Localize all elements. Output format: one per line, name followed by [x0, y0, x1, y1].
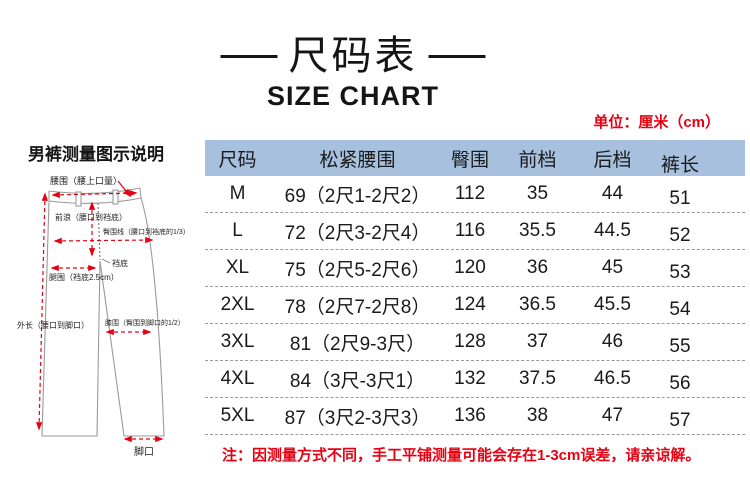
- title-chinese: 尺码表: [288, 34, 418, 78]
- table-cell: 128: [454, 331, 486, 352]
- table-row: 5XL 87（3尺2-3尺3） 136 38 47 57: [205, 398, 745, 435]
- thigh-label: 腿围（裆底2.5cm）: [49, 272, 119, 282]
- table-cell: 5XL: [220, 405, 255, 426]
- table-row: 3XL 81（2尺9-3尺） 128 37 46 55: [205, 324, 745, 361]
- diagram-labels: 腰围（腰上口量） 前浪（腰口到裆底） 臀围线（腰口到裆底的1/3） 裆底 腿围（…: [17, 176, 190, 458]
- table-cell: 44: [601, 183, 624, 204]
- table-cell: 55: [669, 336, 691, 357]
- table-cell: 75（2尺5-2尺6）: [284, 259, 431, 281]
- table-cell: 46.5: [594, 368, 631, 389]
- page-title: 尺码表: [220, 34, 486, 78]
- column-header-length: 裤长: [660, 154, 699, 176]
- column-header-front-rise: 前档: [518, 149, 557, 171]
- table-cell: XL: [225, 257, 250, 278]
- table-cell: 69（2尺1-2尺2）: [284, 185, 431, 207]
- title-left-line: [220, 54, 278, 58]
- measurement-note: 注：因测量方式不同，手工平铺测量可能会存在1-3cm误差，请亲谅解。: [222, 447, 701, 464]
- table-cell: 3XL: [220, 331, 255, 352]
- hip-line-label: 臀围线（腰口到裆底的1/3）: [103, 227, 190, 236]
- title-english: SIZE CHART: [267, 81, 439, 111]
- table-cell: 72（2尺3-2尺4）: [284, 222, 431, 244]
- knee-label: 膝围（臀围到脚口的1/2）: [105, 318, 185, 327]
- measurement-guide-panel: 男裤测量图示说明: [12, 140, 210, 464]
- table-cell: 37: [526, 331, 549, 352]
- table-cell: 47: [601, 405, 624, 426]
- crotch-label: 裆底: [112, 258, 128, 268]
- table-row: 4XL 84（3尺-3尺1） 132 37.5 46.5 56: [205, 361, 745, 398]
- table-cell: 81（2尺9-3尺）: [289, 333, 426, 355]
- table-cell: 46: [601, 331, 624, 352]
- table-cell: 35.5: [519, 220, 556, 241]
- pants-outline: [41, 187, 165, 437]
- table-cell: 84（3尺-3尺1）: [289, 370, 426, 392]
- table-header-row: 尺码 松紧腰围 臀围 前档 后档 裤长: [205, 140, 745, 176]
- size-table-panel: 单位：厘米（cm） 尺码 松紧腰围 臀围 前档 后档 裤长 M 69（2尺1-2尺…: [205, 110, 745, 465]
- table-cell: 45: [601, 257, 624, 278]
- column-header-waist: 松紧腰围: [319, 149, 396, 171]
- table-body: M 69（2尺1-2尺2） 112 35 44 51 L 72（2尺3-2尺4） 116 35.5…: [205, 176, 745, 435]
- title-right-line: [428, 54, 486, 58]
- table-cell: 38: [526, 405, 549, 426]
- table-cell: M: [229, 183, 246, 204]
- leg-opening-label: 脚口: [134, 445, 154, 458]
- table-cell: L: [232, 220, 243, 241]
- table-row: M 69（2尺1-2尺2） 112 35 44 51: [205, 176, 745, 213]
- column-header-size: 尺码: [218, 149, 257, 171]
- belt-loop: [112, 189, 119, 205]
- diagram-title: 男裤测量图示说明: [28, 145, 164, 164]
- table-cell: 44.5: [594, 220, 631, 241]
- pants-measurement-diagram: 腰围（腰上口量） 前浪（腰口到裆底） 臀围线（腰口到裆底的1/3） 裆底 腿围（…: [17, 176, 190, 458]
- page-title-block: 尺码表 SIZE CHART: [220, 34, 486, 112]
- table-cell: 136: [454, 405, 486, 426]
- table-cell: 56: [669, 373, 691, 394]
- table-cell: 120: [454, 257, 486, 278]
- table-cell: 54: [669, 299, 691, 320]
- table-row: 2XL 78（2尺7-2尺8） 124 36.5 45.5 54: [205, 287, 745, 324]
- front-rise-label: 前浪（腰口到裆底）: [55, 212, 127, 222]
- table-cell: 52: [669, 225, 691, 246]
- column-header-hip: 臀围: [450, 149, 489, 171]
- table-cell: 116: [454, 220, 486, 241]
- table-cell: 35: [526, 183, 549, 204]
- column-header-back-rise: 后档: [593, 149, 632, 171]
- table-cell: 37.5: [519, 368, 556, 389]
- table-cell: 87（3尺2-3尺3）: [284, 407, 431, 429]
- measurement-arrows: [36, 180, 164, 443]
- table-cell: 36: [526, 257, 549, 278]
- table-row: XL 75（2尺5-2尺6） 120 36 45 53: [205, 250, 745, 287]
- crotch-pointer: [101, 258, 111, 264]
- table-cell: 53: [669, 262, 691, 283]
- waist-label: 腰围（腰上口量）: [50, 176, 122, 186]
- table-cell: 57: [669, 410, 691, 431]
- hip-arrow: [53, 236, 154, 245]
- table-cell: 112: [454, 183, 486, 204]
- table-row: L 72（2尺3-2尺4） 116 35.5 44.5 52: [205, 213, 745, 250]
- table-cell: 124: [454, 294, 486, 315]
- outer-length-arrow: [36, 192, 48, 431]
- outer-length-label: 外长（腰口到脚口）: [17, 320, 89, 330]
- table-cell: 2XL: [220, 294, 255, 315]
- table-cell: 132: [454, 368, 486, 389]
- unit-label: 单位：厘米（cm）: [593, 114, 720, 131]
- table-cell: 51: [669, 188, 691, 209]
- table-cell: 78（2尺7-2尺8）: [284, 296, 431, 318]
- table-cell: 45.5: [594, 294, 631, 315]
- table-cell: 36.5: [519, 294, 556, 315]
- table-cell: 4XL: [220, 368, 255, 389]
- fly-line: [97, 202, 101, 261]
- waist-label-pointer: [117, 180, 131, 198]
